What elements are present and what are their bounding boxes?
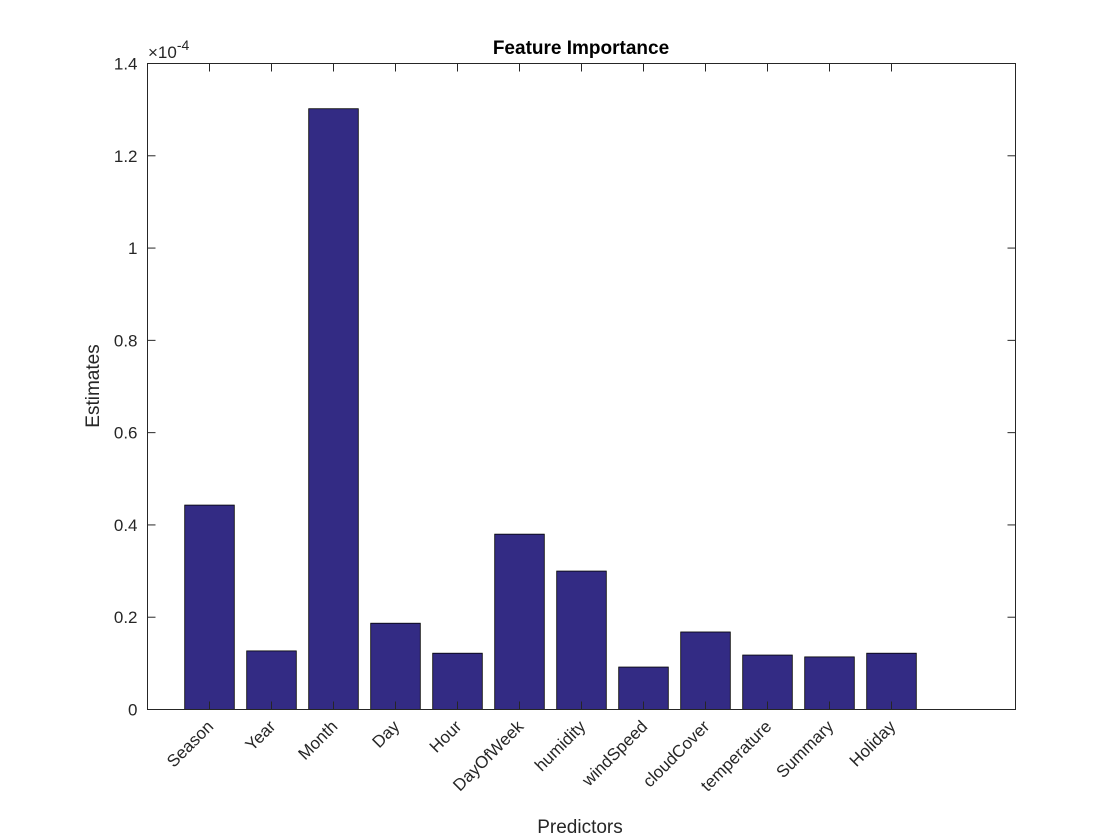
bar-summary — [804, 656, 855, 710]
x-axis-label: Predictors — [537, 817, 623, 838]
chart-title: Feature Importance — [493, 38, 669, 59]
exponent-base: ×10 — [148, 43, 177, 62]
bar-holiday — [866, 652, 917, 710]
y-axis: 0 0.2 0.4 0.6 0.8 1 1.2 1.4 — [114, 55, 1016, 720]
y-tick-label: 1.2 — [114, 147, 138, 166]
exponent-power: -4 — [177, 37, 190, 53]
y-tick-label: 1 — [128, 239, 137, 258]
bar-day — [370, 622, 421, 710]
y-tick-label: 0 — [128, 701, 137, 720]
bar-group — [184, 108, 917, 710]
y-tick-label: 0.4 — [114, 516, 138, 535]
bar-dayofweek — [494, 533, 545, 710]
y-tick-label: 0.2 — [114, 608, 138, 627]
y-tick-label: 0.6 — [114, 424, 138, 443]
y-tick-label: 0.8 — [114, 331, 138, 350]
bar-cloudcover — [680, 631, 731, 710]
bar-temperature — [742, 654, 793, 710]
bar-month — [308, 108, 359, 710]
bar-year — [246, 650, 297, 710]
exponent-label: ×10-4 — [148, 37, 190, 62]
bar-season — [184, 504, 235, 710]
y-tick-label: 1.4 — [114, 55, 138, 74]
bar-humidity — [556, 570, 607, 710]
y-axis-label: Estimates — [83, 344, 104, 427]
bar-hour — [432, 652, 483, 710]
